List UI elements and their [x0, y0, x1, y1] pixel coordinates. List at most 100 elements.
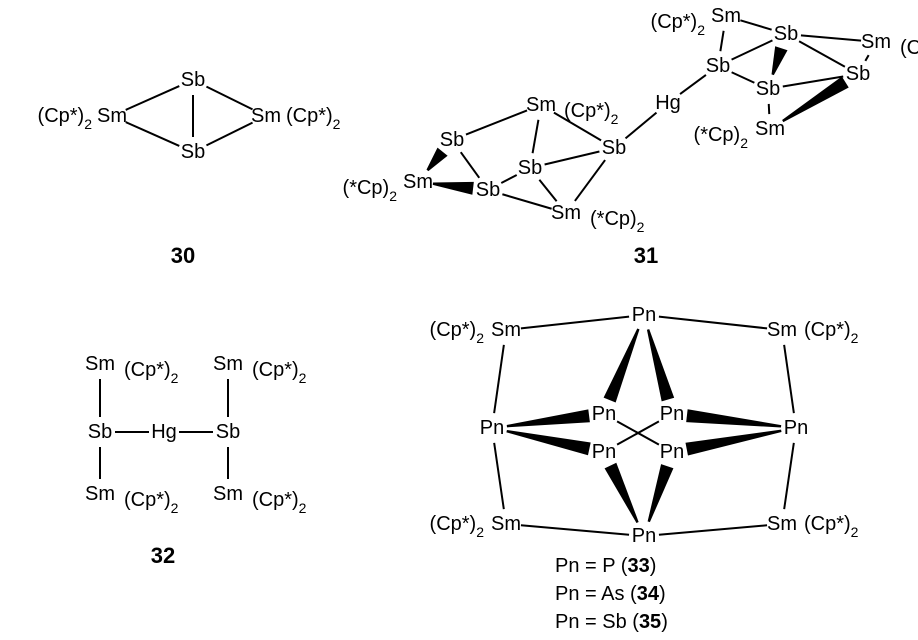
atom-label: Sm: [213, 353, 243, 375]
atom-label: Sm: [711, 5, 741, 27]
bond: [769, 104, 770, 114]
structure-number: 30: [171, 243, 195, 268]
atom-label: Sm: [861, 31, 891, 53]
atom-label: Sb: [846, 63, 870, 85]
bond: [533, 120, 539, 153]
atom-label: Sm: [85, 483, 115, 505]
wedge-bond: [648, 464, 674, 522]
atom-label: Sb: [440, 129, 464, 151]
legend-row: Pn = Sb (35): [555, 611, 668, 633]
ligand-label: (*Cp)2: [343, 177, 398, 204]
ligand-label: (Cp*)2: [252, 359, 307, 386]
bond: [865, 55, 868, 61]
atom-label: Sb: [518, 157, 542, 179]
atom-label: Pn: [480, 417, 504, 439]
bond: [732, 72, 755, 82]
atom-label: Sb: [602, 137, 626, 159]
atom-label: Sm: [526, 94, 556, 116]
wedge-bond: [772, 46, 788, 75]
atom-label: Sm: [97, 105, 127, 127]
bond: [206, 123, 252, 146]
atom-label: Sb: [756, 78, 780, 100]
bond: [501, 175, 516, 183]
bond: [466, 110, 527, 134]
legend-row: Pn = P (33): [555, 555, 656, 577]
bond: [575, 160, 605, 201]
ligand-label: (Cp*)2: [804, 319, 859, 346]
bond: [494, 443, 504, 509]
wedge-bond: [427, 148, 448, 172]
wedge-bond: [506, 430, 590, 455]
atom-label: Sb: [216, 421, 240, 443]
bond: [626, 113, 657, 139]
atom-label: Sb: [181, 69, 205, 91]
wedge-bond: [685, 430, 781, 456]
atom-label: Pn: [632, 525, 656, 547]
ligand-label: (Cp*)2: [124, 359, 179, 386]
ligand-label: (*Cp)2: [694, 124, 749, 151]
ligand-label: (Cp*)2: [124, 489, 179, 516]
bond: [680, 75, 706, 94]
ligand-label: (Cp*)2: [651, 11, 706, 38]
bond: [740, 20, 771, 29]
atom-label: Pn: [660, 403, 684, 425]
bond: [545, 151, 600, 164]
atom-label: Sb: [181, 141, 205, 163]
atom-label: Sb: [774, 23, 798, 45]
atom-label: Sm: [85, 353, 115, 375]
chemical-structures-figure: SbSbSmSm(Cp*)2(Cp*)230SbSbHgSmSmSmSm(Cp*…: [0, 0, 918, 640]
bond: [126, 86, 180, 110]
wedge-bond: [686, 409, 781, 427]
atom-label: Sb: [706, 55, 730, 77]
bond: [784, 443, 794, 509]
ligand-label: (Cp*)2: [38, 105, 93, 132]
atom-label: Sb: [88, 421, 112, 443]
atom-label: Sm: [491, 513, 521, 535]
wedge-bond: [605, 463, 639, 523]
wedge-bond: [647, 329, 674, 401]
bond: [799, 41, 845, 66]
atom-label: Sm: [551, 202, 581, 224]
bond: [784, 345, 794, 413]
bond: [521, 317, 629, 329]
wedge-bond: [604, 328, 640, 402]
bond: [539, 180, 556, 202]
ligand-label: (Cp*)2: [252, 489, 307, 516]
bond: [494, 345, 504, 413]
bond: [521, 525, 629, 534]
bond: [659, 317, 767, 329]
atom-label: Hg: [655, 92, 681, 114]
atom-label: Pn: [632, 304, 656, 326]
bond: [502, 194, 551, 209]
ligand-label: (*Cp)2: [590, 208, 645, 235]
ligand-label: (Cp*)2: [900, 37, 918, 64]
wedge-bond: [433, 182, 474, 195]
atom-label: Hg: [151, 421, 177, 443]
wedge-bond: [782, 76, 849, 122]
atom-label: Pn: [592, 441, 616, 463]
ligand-label: (Cp*)2: [286, 105, 341, 132]
atom-label: Pn: [592, 403, 616, 425]
bond: [720, 31, 723, 51]
bond: [126, 122, 180, 146]
atom-label: Sb: [476, 179, 500, 201]
atom-label: Sm: [767, 319, 797, 341]
atom-label: Pn: [784, 417, 808, 439]
legend-row: Pn = As (34): [555, 583, 666, 605]
atom-label: Pn: [660, 441, 684, 463]
bond: [206, 87, 252, 110]
bond: [732, 40, 773, 59]
atom-label: Sm: [403, 171, 433, 193]
ligand-label: (Cp*)2: [430, 513, 485, 540]
ligand-label: (Cp*)2: [804, 513, 859, 540]
bond: [801, 35, 861, 40]
bond: [461, 152, 479, 178]
atom-label: Sm: [491, 319, 521, 341]
atom-label: Sm: [213, 483, 243, 505]
atom-label: Sm: [251, 105, 281, 127]
structure-number: 32: [151, 543, 175, 568]
structure-number: 31: [634, 243, 658, 268]
atom-label: Sm: [767, 513, 797, 535]
atom-label: Sm: [755, 118, 785, 140]
ligand-label: (Cp*)2: [430, 319, 485, 346]
